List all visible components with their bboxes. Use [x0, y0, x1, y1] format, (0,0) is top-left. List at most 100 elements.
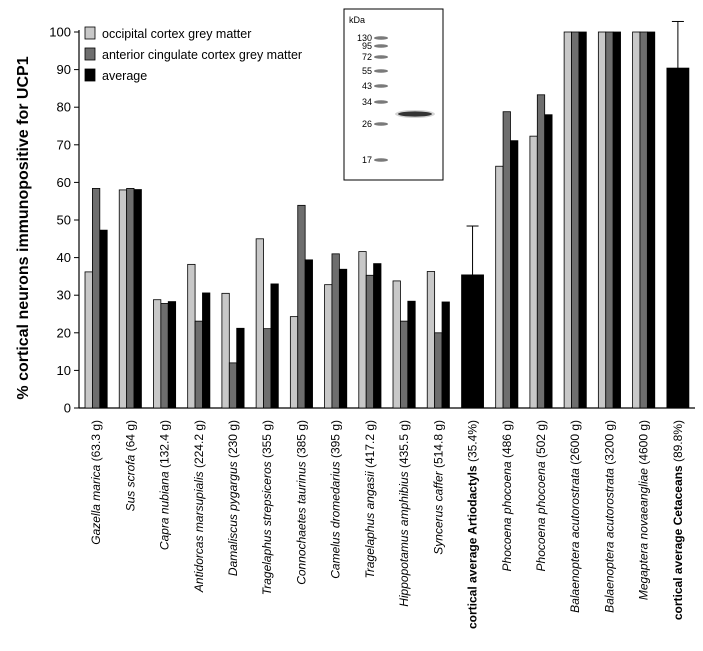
- bar-occipital: [118, 189, 128, 409]
- blot-ladder-band: [374, 44, 388, 48]
- bar-anterior-cingulate: [194, 320, 203, 409]
- bar-anterior-cingulate: [297, 204, 306, 409]
- bar-occipital: [289, 316, 299, 409]
- category-detail: (224.2 g): [192, 420, 206, 468]
- legend-average-swatch: [84, 68, 96, 82]
- bar-average: [373, 263, 382, 409]
- category-name: Syncerus caffer: [431, 468, 445, 555]
- bar-anterior-cingulate: [571, 31, 580, 409]
- x-category-label: Phocoena phocoena (486 g): [500, 420, 514, 571]
- bar-average: [407, 300, 416, 409]
- bar-occipital: [529, 135, 538, 409]
- category-detail: (3200 g): [602, 420, 616, 465]
- category-name: Balaenoptera acutorostrata: [602, 465, 616, 613]
- blot-ladder-band: [374, 36, 388, 40]
- category-name: Phocoena phocoena: [534, 458, 548, 571]
- legend-occipital-swatch: [84, 26, 96, 40]
- blot-ladder-label: 72: [362, 52, 372, 62]
- bar-occipital: [153, 299, 162, 409]
- y-axis-ticks: 0 10 20 30 40 50 60 70 80 90 100: [49, 25, 79, 416]
- blot-ladder-band: [374, 55, 388, 59]
- bar-group-average: [461, 274, 484, 409]
- y-tick-label: 90: [57, 62, 71, 77]
- bar-anterior-cingulate: [263, 328, 272, 409]
- category-name: Capra nubiana: [158, 468, 172, 550]
- x-category-label: Hippopotamus amphibius (435.5 g): [397, 420, 411, 607]
- bar-anterior-cingulate: [400, 320, 409, 409]
- x-category-label: Antidorcas marsupialis (224.2 g): [192, 420, 206, 593]
- category-detail: (417.2 g): [363, 420, 377, 468]
- category-name: cortical average Artiodactyls: [466, 462, 480, 629]
- bar-anterior-cingulate: [331, 253, 340, 409]
- bar-average: [510, 140, 519, 409]
- bar-anterior-cingulate: [605, 31, 614, 409]
- x-category-label: Connochaetes taurinus (385 g): [294, 420, 308, 585]
- axes: [78, 30, 695, 409]
- x-category-label: Gazella marica (63.3 g): [89, 420, 103, 545]
- bar-occipital: [324, 284, 333, 409]
- bars: [84, 31, 690, 409]
- category-detail: (64 g): [123, 420, 137, 451]
- blot-ladder-label: 95: [362, 41, 372, 51]
- bar-average: [99, 229, 108, 409]
- category-detail: (395 g): [329, 420, 343, 458]
- category-detail: (2600 g): [568, 420, 582, 465]
- blot-ladder-label: 130: [357, 33, 372, 43]
- bar-occipital: [84, 271, 93, 409]
- y-tick-label: 50: [57, 213, 71, 228]
- category-name: Sus scrofa: [123, 451, 137, 511]
- bar-anterior-cingulate: [434, 332, 443, 409]
- blot-ladder-label: 43: [362, 81, 372, 91]
- category-name: Camelus dromedarius: [329, 458, 343, 579]
- bar-occipital: [495, 165, 504, 409]
- bar-average: [133, 189, 142, 409]
- category-name: Antidorcas marsupialis: [192, 468, 206, 593]
- category-name: Tragelaphus strepsiceros: [260, 458, 274, 595]
- category-name: Phocoena phocoena: [500, 458, 514, 571]
- bar-average: [167, 301, 177, 409]
- blot-ladder-label: 26: [362, 119, 372, 129]
- legend-occipital-label: occipital cortex grey matter: [102, 27, 251, 41]
- blot-ladder-label: 34: [362, 97, 372, 107]
- category-detail: (132.4 g): [158, 420, 172, 468]
- y-tick-label: 20: [57, 325, 71, 340]
- category-name: Connochaetes taurinus: [294, 458, 308, 585]
- x-category-label: Balaenoptera acutorostrata (3200 g): [602, 420, 616, 613]
- legend-average-label: average: [102, 69, 147, 83]
- bar-occipital: [221, 292, 230, 409]
- bar-average: [338, 268, 348, 409]
- x-category-label: Sus scrofa (64 g): [123, 420, 137, 511]
- y-tick-label: 70: [57, 137, 71, 152]
- blot-ladder-label: 17: [362, 155, 372, 165]
- blot-ladder-band: [374, 100, 388, 104]
- bar-occipital: [632, 31, 641, 409]
- y-tick-label: 40: [57, 250, 71, 265]
- blot-frame: [343, 8, 444, 181]
- category-detail: (230 g): [226, 420, 240, 458]
- blot-ladder-band: [374, 122, 388, 126]
- blot-sample-band-halo: [395, 110, 435, 118]
- bar-average: [304, 259, 313, 409]
- error-bars: [466, 20, 684, 275]
- blot-ladder-label: 55: [362, 66, 372, 76]
- category-name: Tragelaphus angasii: [363, 468, 377, 579]
- category-detail: (385 g): [294, 420, 308, 458]
- bar-average: [270, 283, 279, 409]
- y-tick-label: 30: [57, 288, 71, 303]
- x-axis-category-labels: Gazella marica (63.3 g) Sus scrofa (64 g)…: [89, 420, 685, 629]
- y-tick-label: 10: [57, 363, 71, 378]
- y-tick-label: 80: [57, 100, 71, 115]
- blot-ladder-band: [374, 69, 388, 73]
- y-tick-label: 100: [49, 25, 71, 40]
- legend: occipital cortex grey matter anterior cin…: [84, 26, 302, 83]
- bar-anterior-cingulate: [365, 274, 374, 409]
- category-name: cortical average Cetaceans: [671, 462, 685, 620]
- category-name: Gazella marica: [89, 461, 103, 544]
- bar-occipital: [358, 251, 367, 409]
- category-name: Megaptera novaeangliae: [637, 465, 651, 600]
- bar-average: [236, 327, 245, 409]
- blot-unit-label: kDa: [349, 15, 365, 25]
- category-detail: (486 g): [500, 420, 514, 458]
- bar-group-average: [666, 67, 690, 409]
